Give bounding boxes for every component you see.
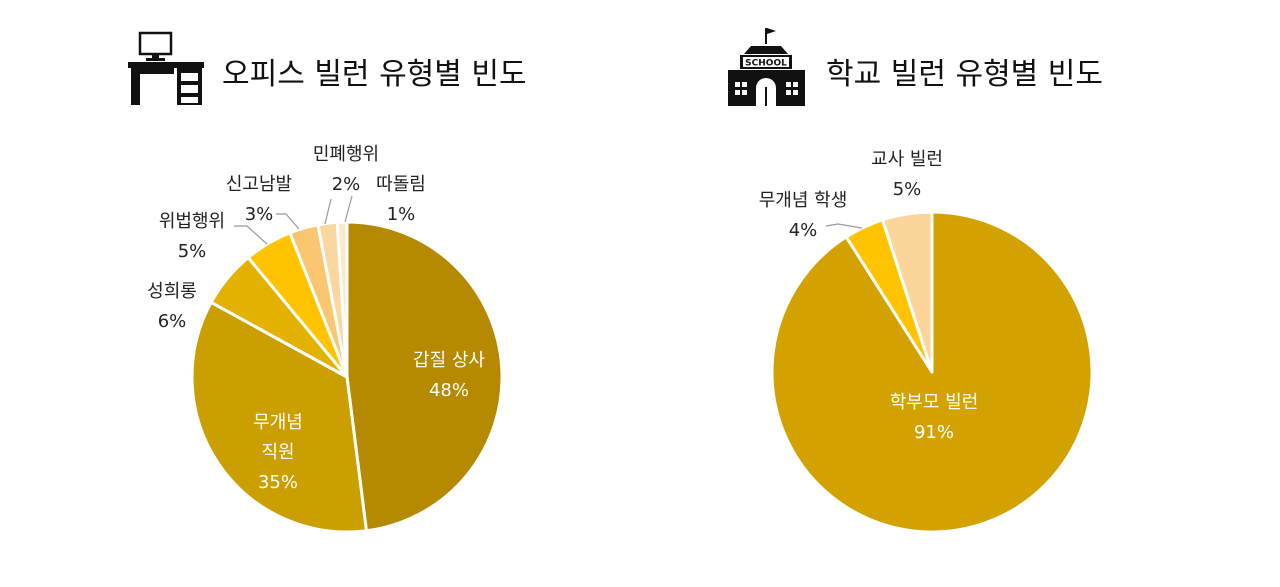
- slice-percent-갑질-상사: 48%: [429, 380, 469, 401]
- leader-line-민폐행위: [324, 198, 332, 225]
- leader-line-따돌림: [344, 195, 353, 223]
- slice-label-성희롱: 성희롱: [147, 281, 197, 302]
- slice-percent-신고남발: 3%: [245, 204, 274, 225]
- slice-label-무개념-직원: 무개념: [253, 412, 303, 433]
- slice-label-교사-빌런: 교사 빌런: [871, 149, 943, 170]
- slice-label-위법행위: 위법행위: [159, 211, 225, 232]
- pie-slice-무개념-직원: [190, 300, 368, 534]
- slice-percent-무개념-학생: 4%: [789, 220, 818, 241]
- slice-percent-따돌림: 1%: [387, 204, 416, 225]
- slice-label-갑질-상사: 갑질 상사: [413, 350, 485, 371]
- slice-label-따돌림: 따돌림: [376, 174, 426, 195]
- school-building-icon: SCHOOL: [728, 28, 805, 106]
- leader-line-위법행위: [234, 225, 268, 245]
- chart-title-office: 오피스 빌런 유형별 빈도: [222, 57, 527, 92]
- slice-percent-위법행위: 5%: [178, 241, 207, 262]
- slice-percent-민폐행위: 2%: [332, 174, 361, 195]
- office-desk-icon: [128, 31, 204, 105]
- slice-label-무개념-학생: 무개념 학생: [759, 190, 848, 211]
- slice-percent-학부모-빌런: 91%: [914, 422, 954, 443]
- slice-label-신고남발: 신고남발: [226, 174, 292, 195]
- pie-chart-school: 학부모 빌런 91% 무개념 학생 4% 교사 빌런 5%: [759, 149, 1094, 534]
- slice-label-무개념-직원: 직원: [261, 442, 294, 463]
- pie-slice-갑질-상사: [345, 220, 504, 533]
- slice-percent-교사-빌런: 5%: [893, 179, 922, 200]
- slice-label-민폐행위: 민폐행위: [313, 144, 379, 165]
- school-sign-text: SCHOOL: [745, 59, 787, 69]
- leader-line-무개념-학생: [825, 223, 863, 229]
- chart-title-school: 학교 빌런 유형별 빈도: [826, 57, 1103, 92]
- pie-slice-따돌림: [335, 220, 349, 379]
- slice-label-학부모-빌런: 학부모 빌런: [890, 392, 979, 413]
- slice-percent-성희롱: 6%: [158, 311, 187, 332]
- slice-percent-무개념-직원: 35%: [258, 472, 298, 493]
- pie-slice-교사-빌런: [881, 210, 934, 374]
- leader-line-신고남발: [276, 213, 300, 230]
